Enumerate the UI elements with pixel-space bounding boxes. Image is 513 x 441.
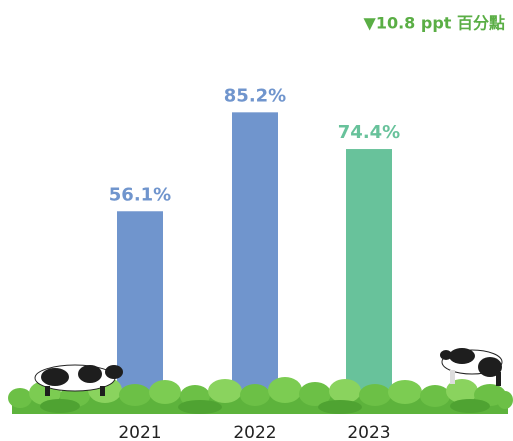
annotation: ▼10.8 ppt 百分點	[364, 14, 505, 33]
bar	[346, 149, 392, 402]
cow-left	[34, 364, 123, 396]
bar	[117, 211, 163, 402]
x-tick-label: 2021	[118, 423, 161, 441]
bars: 56.1% 85.2% 74.4%	[109, 85, 400, 402]
x-tick-label: 2023	[347, 423, 390, 441]
cow-right	[440, 348, 503, 386]
value-label: 85.2%	[224, 85, 286, 106]
x-tick-label: 2022	[233, 423, 276, 441]
grass	[8, 377, 513, 414]
value-label: 74.4%	[338, 122, 400, 143]
value-label: 56.1%	[109, 184, 171, 205]
bar	[232, 112, 278, 402]
categories: 2021 2022 2023	[118, 423, 390, 441]
